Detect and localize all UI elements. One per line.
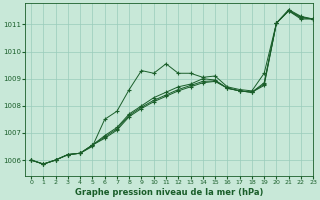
X-axis label: Graphe pression niveau de la mer (hPa): Graphe pression niveau de la mer (hPa) <box>75 188 263 197</box>
